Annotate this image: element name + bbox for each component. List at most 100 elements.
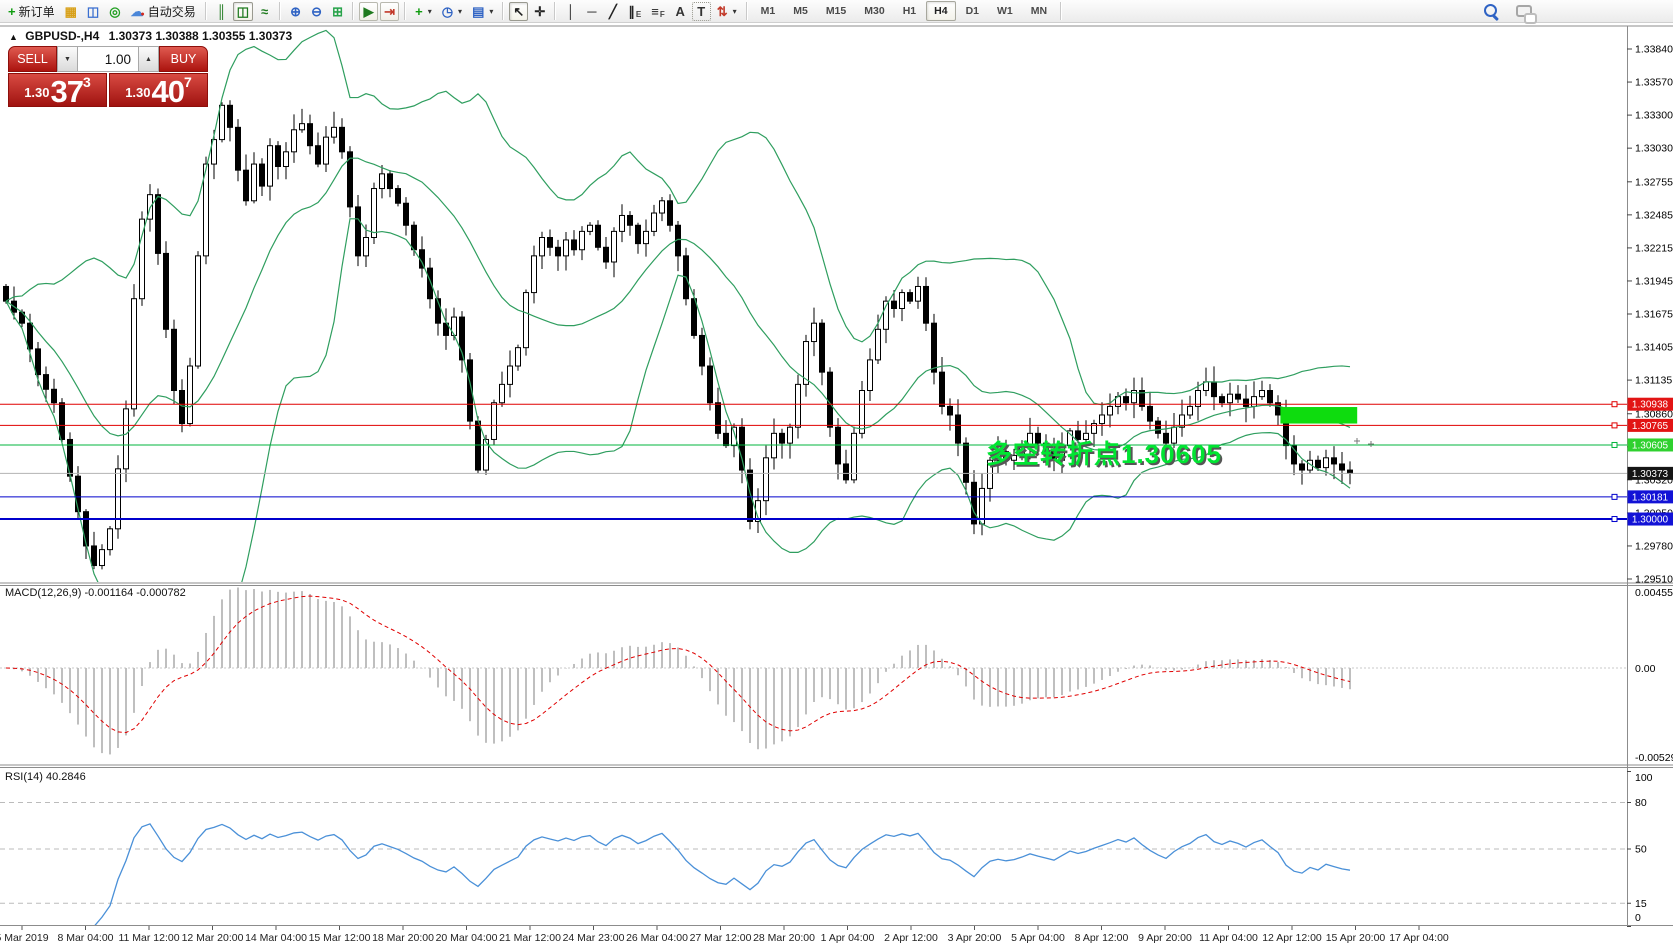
toolbar-separator bbox=[554, 2, 557, 20]
templates-button[interactable]: ▤ ▾ bbox=[468, 2, 497, 21]
svg-text:5 Mar 2019: 5 Mar 2019 bbox=[0, 932, 49, 944]
horizontal-line-button[interactable]: ─ bbox=[582, 2, 601, 21]
line-chart-icon: ≈ bbox=[261, 3, 269, 19]
indicators-button[interactable]: + ▾ bbox=[411, 2, 436, 21]
signals-button[interactable]: ◎ bbox=[105, 2, 124, 21]
chart-annotation-text[interactable]: 多空转折点1.30605 bbox=[986, 439, 1222, 469]
search-icon[interactable] bbox=[1484, 4, 1497, 17]
sell-price-big: 37 bbox=[50, 73, 84, 109]
chart-shift-icon: ⇥ bbox=[384, 3, 396, 19]
fibonacci-icon-sub: F bbox=[659, 9, 665, 19]
svg-text:28 Mar 20:00: 28 Mar 20:00 bbox=[753, 932, 815, 944]
periods-button[interactable]: ◷ ▾ bbox=[438, 2, 466, 21]
svg-text:8 Apr 12:00: 8 Apr 12:00 bbox=[1075, 932, 1129, 944]
one-click-trading-panel: SELL ▼ 1.00 ▲ BUY 1.30 37 3 1.30 40 7 bbox=[8, 46, 208, 107]
tf-w1-button[interactable]: W1 bbox=[997, 5, 1013, 17]
buy-price-display[interactable]: 1.30 40 7 bbox=[109, 73, 208, 107]
svg-text:3 Apr 20:00: 3 Apr 20:00 bbox=[948, 932, 1002, 944]
bar-chart-button[interactable]: ║ bbox=[212, 2, 231, 21]
svg-text:17 Apr 04:00: 17 Apr 04:00 bbox=[1389, 932, 1449, 944]
crosshair-button[interactable]: ✛ bbox=[530, 2, 549, 21]
vertical-line-icon: │ bbox=[566, 3, 575, 19]
svg-text:1.29780: 1.29780 bbox=[1635, 540, 1673, 552]
auto-scroll-button[interactable]: ▶ bbox=[359, 1, 379, 21]
svg-text:1.30860: 1.30860 bbox=[1635, 408, 1673, 420]
macd-pane-label: MACD(12,26,9) -0.001164 -0.000782 bbox=[5, 587, 186, 599]
volume-input[interactable]: 1.00 bbox=[78, 46, 138, 72]
profiles-button[interactable]: ◫ bbox=[83, 2, 103, 21]
tf-m15-button[interactable]: M15 bbox=[825, 5, 847, 17]
volume-increase-button[interactable]: ▲ bbox=[138, 46, 159, 72]
tf-h1-button[interactable]: H1 bbox=[902, 5, 917, 17]
tf-m30-button[interactable]: M30 bbox=[864, 5, 885, 17]
chart-shift-button[interactable]: ⇥ bbox=[380, 1, 400, 21]
tf-m5-button[interactable]: M5 bbox=[793, 5, 808, 17]
equidistant-channel-button[interactable]: ∥ E bbox=[624, 2, 645, 21]
svg-text:15 Mar 12:00: 15 Mar 12:00 bbox=[309, 932, 371, 944]
new-chart-icon: ▦ bbox=[64, 3, 77, 19]
arrows-button[interactable]: ⇅ ▾ bbox=[713, 2, 741, 21]
tf-m1-button[interactable]: M1 bbox=[760, 5, 776, 17]
svg-text:100: 100 bbox=[1635, 772, 1653, 784]
cursor-button[interactable]: ↖ bbox=[509, 1, 529, 21]
templates-button-dropdown-icon[interactable]: ▾ bbox=[489, 6, 494, 16]
svg-text:26 Mar 04:00: 26 Mar 04:00 bbox=[626, 932, 688, 944]
new-chart-button[interactable]: ▦ bbox=[61, 2, 81, 21]
svg-text:1.30181: 1.30181 bbox=[1632, 492, 1669, 503]
zoom-in-button[interactable]: ⊕ bbox=[286, 2, 305, 21]
svg-text:1 Apr 04:00: 1 Apr 04:00 bbox=[821, 932, 875, 944]
tf-mn-button[interactable]: MN bbox=[1030, 5, 1048, 17]
rsi-pane-label: RSI(14) 40.2846 bbox=[5, 771, 86, 783]
sell-price-display[interactable]: 1.30 37 3 bbox=[8, 73, 107, 107]
svg-text:15: 15 bbox=[1635, 898, 1647, 910]
periods-icon: ◷ bbox=[441, 3, 454, 19]
svg-text:1.31675: 1.31675 bbox=[1635, 309, 1673, 321]
tf-d1-button[interactable]: D1 bbox=[965, 5, 979, 17]
line-chart-button[interactable]: ≈ bbox=[255, 2, 274, 21]
symbol-period-label: GBPUSD-,H4 bbox=[25, 29, 100, 43]
indicators-button-dropdown-icon[interactable]: ▾ bbox=[427, 6, 432, 16]
new-order-button[interactable]: + 新订单 bbox=[4, 2, 59, 21]
crosshair-icon: ✛ bbox=[534, 3, 546, 19]
autotrading-button[interactable]: ☁ ● 自动交易 bbox=[127, 2, 200, 21]
buy-price-prefix: 1.30 bbox=[125, 85, 151, 100]
panel-collapse-icon[interactable]: ▲ bbox=[9, 32, 18, 42]
vertical-line-button[interactable]: │ bbox=[561, 2, 580, 21]
toolbar: + 新订单 ▦ ◫ ◎ ☁ ● 自动交易 ║ ◫ ≈ ⊕ ⊖ ⊞ ▶ ⇥ + ▾ ◷ ▾ ▤ ▾ ↖ ✛ │ ─ ╱ ∥ E ≡ F A T ⇅ ▾… bbox=[0, 0, 1673, 24]
svg-text:1.30938: 1.30938 bbox=[1632, 400, 1669, 411]
buy-price-big: 40 bbox=[151, 73, 185, 109]
svg-text:1.31945: 1.31945 bbox=[1635, 275, 1673, 287]
chat-icon[interactable] bbox=[1516, 5, 1537, 24]
sell-button[interactable]: SELL bbox=[8, 46, 57, 72]
svg-text:11 Apr 04:00: 11 Apr 04:00 bbox=[1199, 932, 1258, 944]
svg-text:20 Mar 04:00: 20 Mar 04:00 bbox=[436, 932, 498, 944]
autotrading-button-label: 自动交易 bbox=[147, 4, 196, 19]
tf-h4-button[interactable]: H4 bbox=[926, 1, 956, 21]
sell-price-sup: 3 bbox=[83, 74, 91, 90]
toolbar-separator bbox=[502, 2, 505, 20]
trendline-button[interactable]: ╱ bbox=[603, 2, 622, 21]
new-order-button-label: 新订单 bbox=[18, 4, 55, 19]
fibonacci-button[interactable]: ≡ F bbox=[647, 2, 668, 21]
zoom-out-button[interactable]: ⊖ bbox=[307, 2, 326, 21]
sell-price-prefix: 1.30 bbox=[24, 85, 50, 100]
cursor-icon: ↖ bbox=[513, 3, 525, 19]
svg-text:8 Mar 04:00: 8 Mar 04:00 bbox=[57, 932, 113, 944]
svg-text:1.30605: 1.30605 bbox=[1632, 440, 1669, 451]
tile-windows-button[interactable]: ⊞ bbox=[328, 2, 347, 21]
zoom-in-icon: ⊕ bbox=[290, 3, 302, 19]
periods-button-dropdown-icon[interactable]: ▾ bbox=[458, 6, 463, 16]
arrows-button-dropdown-icon[interactable]: ▾ bbox=[732, 6, 737, 16]
buy-button[interactable]: BUY bbox=[159, 46, 208, 72]
svg-text:0.00: 0.00 bbox=[1635, 663, 1656, 675]
candlestick-button[interactable]: ◫ bbox=[232, 1, 254, 21]
toolbar-separator bbox=[404, 2, 407, 20]
buy-price-sup: 7 bbox=[184, 74, 192, 90]
volume-decrease-button[interactable]: ▼ bbox=[57, 46, 78, 72]
auto-scroll-icon: ▶ bbox=[363, 3, 374, 19]
text-button[interactable]: A bbox=[671, 2, 690, 21]
svg-text:1.33030: 1.33030 bbox=[1635, 143, 1673, 155]
fibonacci-icon: ≡ bbox=[651, 3, 659, 19]
text-label-button[interactable]: T bbox=[691, 1, 711, 21]
